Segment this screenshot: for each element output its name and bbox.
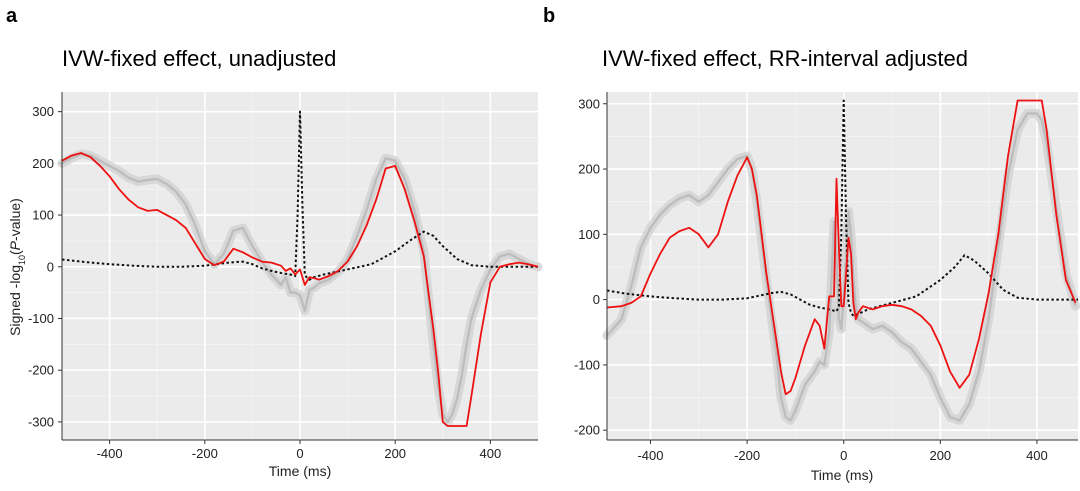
y-tick-label: 300 bbox=[578, 96, 600, 111]
y-tick-label: 100 bbox=[32, 208, 54, 223]
ylabel-part-p: P bbox=[7, 240, 23, 250]
x-tick-label: 400 bbox=[480, 446, 502, 461]
panel-b-title: IVW-fixed effect, RR-interval adjusted bbox=[602, 46, 968, 71]
panel-a-xlabel: Time (ms) bbox=[269, 463, 331, 479]
panel-letter-a: a bbox=[6, 5, 18, 27]
grey-series-line bbox=[61, 152, 539, 424]
x-tick-label: -200 bbox=[192, 446, 218, 461]
dotted-series-line bbox=[61, 110, 538, 281]
y-tick-label: -100 bbox=[28, 311, 54, 326]
dotted-series-line bbox=[606, 99, 1078, 317]
x-tick-label: -400 bbox=[637, 448, 663, 463]
x-tick-label: 200 bbox=[929, 448, 951, 463]
ylabel-part-paren: ( bbox=[7, 250, 23, 255]
y-tick-label: 200 bbox=[32, 156, 54, 171]
panel-a-plot: -400 -200 0 200 400 -300 -200 -100 0 100 200 300 bbox=[28, 92, 543, 461]
y-tick-label: 200 bbox=[578, 162, 600, 177]
panel-b-xlabel: Time (ms) bbox=[811, 467, 873, 483]
panel-a-ylabel: Signed -log10(P-value) bbox=[7, 198, 27, 336]
panel-a-title: IVW-fixed effect, unadjusted bbox=[62, 46, 336, 71]
x-tick-label: 0 bbox=[840, 448, 847, 463]
x-tick-label: 400 bbox=[1026, 448, 1048, 463]
y-tick-label: -200 bbox=[574, 423, 600, 438]
y-tick-label: 0 bbox=[47, 259, 54, 274]
y-tick-label: 100 bbox=[578, 227, 600, 242]
red-series-line bbox=[61, 152, 539, 427]
panel-letter-b: b bbox=[543, 5, 555, 27]
x-tick-label: -200 bbox=[734, 448, 760, 463]
x-tick-label: 200 bbox=[384, 446, 406, 461]
y-tick-label: 0 bbox=[593, 292, 600, 307]
y-tick-label: -100 bbox=[574, 357, 600, 372]
x-tick-label: -400 bbox=[97, 446, 123, 461]
ylabel-part-pvalue: -value) bbox=[7, 198, 23, 241]
x-tick-label: 0 bbox=[296, 446, 303, 461]
y-tick-label: 300 bbox=[32, 104, 54, 119]
y-tick-label: -200 bbox=[28, 363, 54, 378]
y-tick-label: -300 bbox=[28, 414, 54, 429]
red-series-line bbox=[606, 99, 1077, 396]
grey-series-line bbox=[606, 112, 1077, 422]
ylabel-part-sub: 10 bbox=[17, 255, 27, 265]
panel-b-plot: -400 -200 0 200 400 -200 -100 0 100 200 300 bbox=[574, 92, 1080, 463]
ylabel-part-signed: Signed -log bbox=[7, 265, 23, 336]
